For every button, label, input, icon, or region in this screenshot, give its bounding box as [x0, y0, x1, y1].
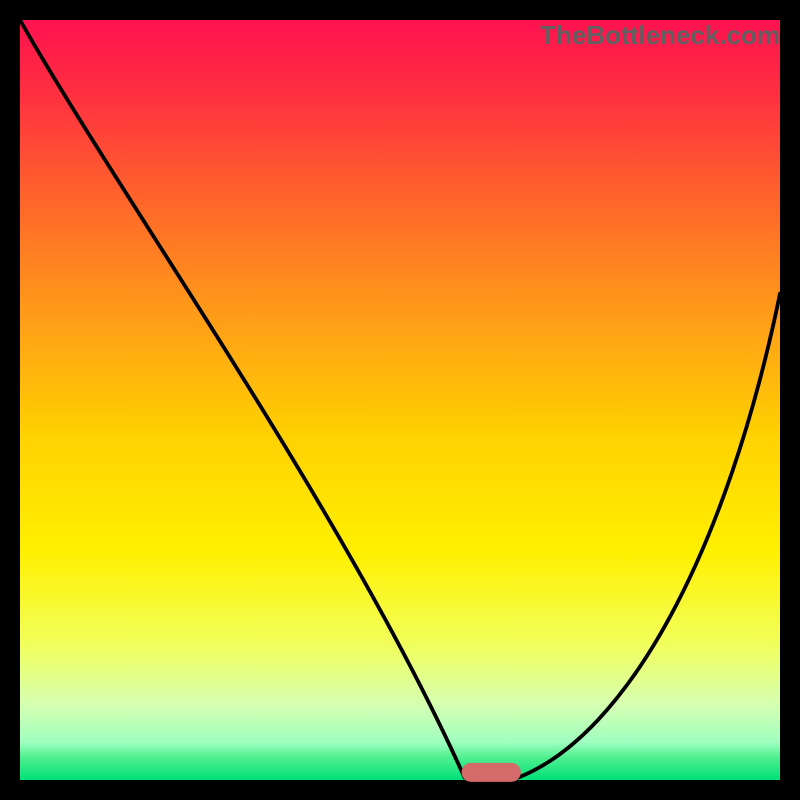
watermark-text: TheBottleneck.com [540, 20, 780, 51]
chart-frame: TheBottleneck.com [0, 0, 800, 800]
bottleneck-chart-svg [0, 0, 800, 800]
gradient-background [20, 20, 780, 780]
optimum-marker [462, 763, 521, 782]
